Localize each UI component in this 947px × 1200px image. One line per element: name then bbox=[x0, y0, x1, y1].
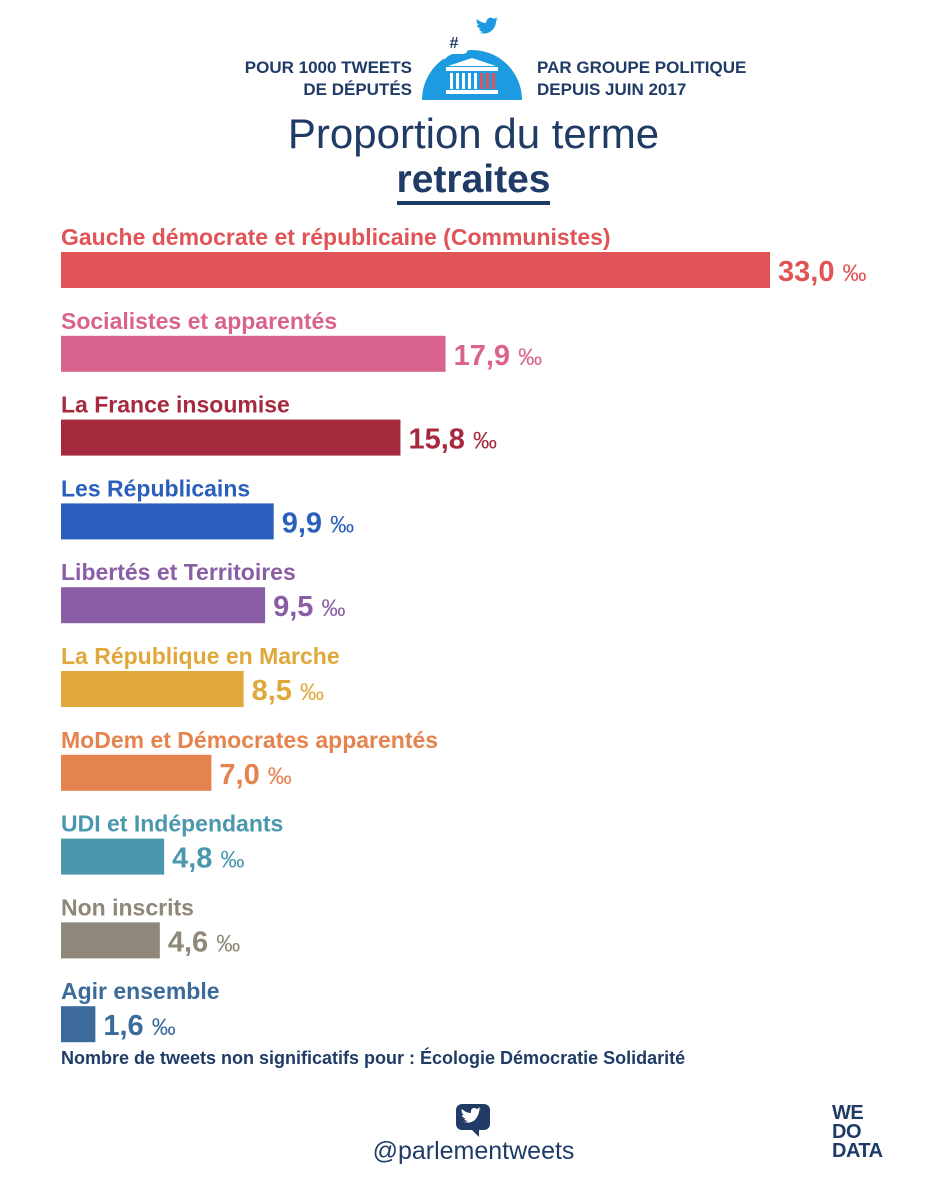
chart-title: Proportion du terme bbox=[287, 110, 660, 157]
parlement-tweets-logo: # bbox=[422, 14, 522, 100]
value-label: 4,8 ‰ bbox=[172, 843, 244, 875]
value-label: 9,5 ‰ bbox=[273, 591, 345, 623]
header-right-line2: DEPUIS JUIN 2017 bbox=[537, 80, 687, 99]
header-left-line1: POUR 1000 TWEETS bbox=[244, 58, 412, 77]
category-label: UDI et Indépendants bbox=[61, 811, 283, 837]
category-label: Agir ensemble bbox=[61, 978, 220, 1004]
bar bbox=[61, 671, 244, 707]
bar bbox=[61, 587, 266, 624]
bar bbox=[61, 503, 274, 540]
category-label: La France insoumise bbox=[61, 392, 290, 418]
logo-semicircle bbox=[422, 50, 522, 100]
value-label: 4,6 ‰ bbox=[168, 926, 240, 958]
chart-term-text: retraites bbox=[396, 158, 551, 205]
brand-line1: WE bbox=[832, 1102, 864, 1124]
twitter-handle: @parlementweets bbox=[372, 1137, 575, 1165]
bar bbox=[61, 252, 770, 288]
category-label: Non inscrits bbox=[61, 894, 194, 920]
bar bbox=[61, 754, 212, 791]
bar bbox=[61, 419, 401, 456]
twitter-icon bbox=[456, 1104, 490, 1137]
value-label: 8,5 ‰ bbox=[252, 675, 324, 707]
value-label: 33,0 ‰ bbox=[778, 256, 867, 288]
wedodata-logo: WE DO DATA bbox=[832, 1102, 883, 1162]
footnote: Nombre de tweets non significatifs pour … bbox=[61, 1048, 686, 1068]
bar-chart: Gauche démocrate et républicaine (Commun… bbox=[61, 224, 867, 1043]
value-label: 17,9 ‰ bbox=[454, 340, 543, 372]
chart-term: retraites bbox=[0, 158, 947, 205]
category-label: La République en Marche bbox=[61, 643, 340, 669]
header-right-line1: PAR GROUPE POLITIQUE bbox=[537, 58, 747, 77]
category-label: Libertés et Territoires bbox=[61, 559, 296, 585]
category-label: MoDem et Démocrates apparentés bbox=[61, 727, 438, 753]
hashtag-bubble-icon: # bbox=[440, 30, 468, 60]
assembly-building-icon bbox=[446, 58, 498, 94]
category-label: Les Républicains bbox=[61, 475, 250, 501]
value-label: 15,8 ‰ bbox=[408, 424, 497, 456]
bar bbox=[61, 1006, 96, 1043]
bar bbox=[61, 922, 160, 959]
bar bbox=[61, 335, 446, 372]
category-label: Gauche démocrate et républicaine (Commun… bbox=[61, 224, 611, 250]
category-label: Socialistes et apparentés bbox=[61, 308, 337, 334]
header-left-line2: DE DÉPUTÉS bbox=[303, 80, 412, 99]
header-left-text: POUR 1000 TWEETS DE DÉPUTÉS bbox=[200, 57, 412, 101]
brand-line2: DO bbox=[832, 1121, 861, 1143]
twitter-bird-icon bbox=[472, 14, 506, 54]
bar bbox=[61, 838, 165, 875]
value-label: 1,6 ‰ bbox=[103, 1010, 175, 1042]
header-right-text: PAR GROUPE POLITIQUE DEPUIS JUIN 2017 bbox=[537, 57, 797, 101]
value-label: 7,0 ‰ bbox=[219, 759, 291, 791]
value-label: 9,9 ‰ bbox=[282, 507, 354, 539]
brand-line3: DATA bbox=[832, 1140, 883, 1162]
hashtag-glyph: # bbox=[450, 35, 459, 52]
